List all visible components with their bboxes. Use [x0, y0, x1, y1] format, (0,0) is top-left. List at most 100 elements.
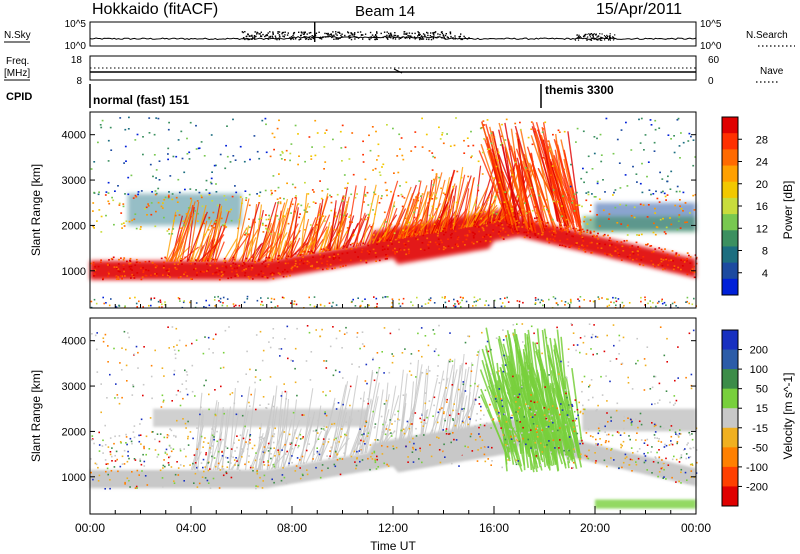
- power-streak: [278, 223, 299, 260]
- velocity-cell: [208, 348, 210, 350]
- power-cell: [92, 261, 95, 264]
- velocity-streak: [328, 428, 338, 460]
- power-cell: [135, 261, 138, 264]
- velocity-cell: [394, 413, 396, 416]
- velocity-cell: [312, 430, 315, 432]
- power-cell: [600, 160, 603, 163]
- nsearch-dot: [593, 38, 595, 40]
- velocity-streak: [535, 350, 568, 452]
- velocity-cell: [457, 413, 460, 415]
- power-cell: [457, 245, 459, 248]
- power-cell: [548, 230, 551, 233]
- power-cell: [452, 304, 455, 307]
- power-cell: [477, 189, 480, 192]
- power-streak: [198, 243, 218, 263]
- power-cell: [421, 242, 424, 244]
- power-cell: [398, 241, 400, 243]
- power-cell: [542, 300, 544, 302]
- power-cell: [533, 222, 536, 225]
- power-cell: [457, 303, 460, 305]
- power-cell: [280, 158, 283, 160]
- power-cell: [561, 215, 564, 217]
- velocity-cell: [150, 364, 153, 367]
- velocity-cell: [504, 364, 507, 366]
- power-cell: [502, 229, 504, 231]
- nsearch-dot: [595, 34, 597, 36]
- power-cell: [540, 299, 543, 301]
- power-cell: [455, 117, 457, 119]
- velocity-cell: [533, 401, 536, 404]
- power-cell: [163, 216, 165, 219]
- velocity-cell: [294, 444, 297, 446]
- power-cell: [646, 216, 649, 218]
- power-cell: [187, 258, 190, 261]
- velocity-cell: [605, 440, 607, 442]
- power-cell: [157, 117, 160, 120]
- power-cell: [348, 158, 351, 160]
- power-cell: [562, 228, 565, 231]
- power-cell: [678, 145, 681, 147]
- velocity-cell: [653, 375, 655, 378]
- nsky-dot: [312, 35, 315, 38]
- velocity-cell: [676, 441, 679, 443]
- power-streak: [535, 134, 553, 223]
- power-cell: [234, 159, 237, 161]
- velocity-cell: [596, 409, 598, 411]
- velocity-cell: [657, 402, 659, 404]
- power-cell: [315, 306, 318, 308]
- velocity-cell: [284, 338, 286, 340]
- velocity-cell: [586, 457, 589, 459]
- colorbar-swatch: [722, 214, 738, 231]
- velocity-cell: [666, 337, 668, 340]
- velocity-cell: [323, 425, 325, 428]
- velocity-cell: [680, 468, 683, 471]
- power-cell: [148, 132, 151, 134]
- nsky-dot: [405, 33, 408, 35]
- velocity-cell: [623, 427, 625, 430]
- power-cell: [150, 202, 153, 204]
- velocity-cell: [267, 450, 270, 452]
- velocity-cell: [179, 464, 182, 466]
- velocity-cell: [522, 437, 524, 440]
- power-cell: [189, 188, 192, 190]
- velocity-cell: [358, 450, 361, 452]
- power-cell: [603, 233, 606, 236]
- velocity-cell: [255, 334, 258, 336]
- nave-label: Nave: [760, 66, 784, 77]
- velocity-cell: [490, 427, 492, 429]
- power-cell: [215, 164, 217, 167]
- nsky-dot: [422, 38, 425, 40]
- power-cell: [517, 232, 520, 234]
- power-cell: [146, 214, 148, 216]
- power-cell: [433, 223, 436, 226]
- velocity-cell: [462, 383, 465, 386]
- colorbar-swatch: [722, 165, 738, 183]
- power-cell: [498, 181, 501, 184]
- power-cell: [97, 193, 100, 196]
- power-cell: [398, 302, 400, 305]
- velocity-cell: [604, 425, 606, 428]
- power-cell: [549, 238, 552, 240]
- velocity-streak: [458, 395, 468, 438]
- velocity-cell: [684, 448, 686, 450]
- velocity-cell: [94, 462, 97, 465]
- power-cell: [391, 302, 393, 304]
- power-cell: [145, 275, 148, 277]
- power-cell: [330, 209, 333, 212]
- velocity-cell: [218, 487, 221, 489]
- velocity-cell: [126, 460, 129, 463]
- power-cell: [330, 201, 333, 204]
- power-cell: [302, 256, 304, 258]
- power-cell: [559, 223, 562, 225]
- freq-glitch: [393, 68, 403, 74]
- power-cell: [359, 259, 362, 262]
- power-cell: [118, 270, 121, 273]
- velocity-cell: [674, 431, 677, 434]
- power-cell: [140, 190, 143, 192]
- velocity-cell: [247, 443, 250, 445]
- power-cell: [300, 259, 302, 262]
- power-cell: [276, 267, 279, 269]
- power-cell: [294, 252, 297, 255]
- velocity-cell: [453, 403, 455, 405]
